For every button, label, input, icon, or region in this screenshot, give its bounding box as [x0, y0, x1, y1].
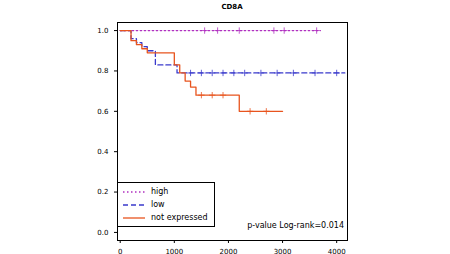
svg-text:1.0: 1.0: [97, 27, 108, 35]
html-text:p-value Log-rank=0.014: p-value Log-rank=0.014: [247, 221, 344, 230]
svg-text:0: 0: [118, 248, 122, 254]
svg-text:1000: 1000: [165, 248, 183, 254]
svg-text:0.0: 0.0: [97, 229, 108, 237]
svg-text:0.8: 0.8: [97, 67, 108, 75]
svg-text:3000: 3000: [274, 248, 292, 254]
html-text:CD8A: CD8A: [221, 3, 243, 11]
svg-text:0.4: 0.4: [97, 148, 109, 156]
html-text:not expressed: not expressed: [151, 213, 208, 222]
svg-text:0.6: 0.6: [97, 108, 109, 116]
svg-text:2000: 2000: [220, 248, 238, 254]
svg-text:0.2: 0.2: [97, 188, 108, 196]
svg-text:4000: 4000: [328, 248, 346, 254]
html-text:high: high: [151, 187, 169, 196]
html-text:low: low: [151, 200, 165, 209]
